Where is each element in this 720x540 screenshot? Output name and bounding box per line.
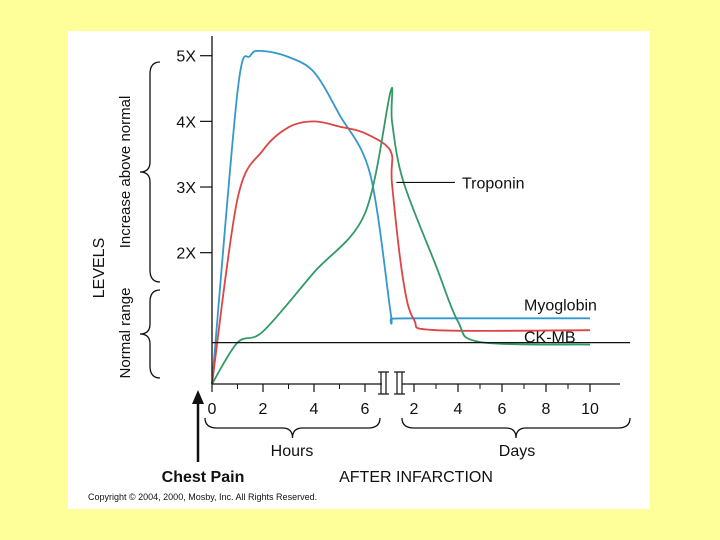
y-axis-title: LEVELS bbox=[91, 238, 108, 298]
x-axis-title: AFTER INFARCTION bbox=[339, 469, 493, 486]
x-tick-label: 8 bbox=[542, 401, 551, 418]
myoglobin-label: Myoglobin bbox=[524, 297, 597, 314]
y-tick-label: 4X bbox=[176, 114, 196, 131]
ck-mb-label: CK-MB bbox=[524, 330, 576, 347]
chest-pain-arrow-head bbox=[192, 390, 204, 404]
x-tick-label: 6 bbox=[361, 401, 370, 418]
copyright-notice: Copyright © 2004, 2000, Mosby, Inc. All … bbox=[88, 492, 317, 502]
plot-layer bbox=[211, 49, 591, 385]
x-tick-label: 10 bbox=[581, 401, 599, 418]
brace-hours bbox=[204, 417, 381, 439]
axis-layer: 5X 4X 3X 2X 0 2 4 6 2 4 6 8 10 Troponin Myoglobin CK-MB bbox=[139, 36, 631, 462]
brace-days bbox=[401, 417, 631, 439]
chest-pain-label: Chest Pain bbox=[162, 469, 245, 486]
series-line-ck-mb bbox=[211, 87, 591, 385]
x-tick-label: 4 bbox=[310, 401, 319, 418]
series-line-myoglobin bbox=[211, 49, 590, 385]
x-tick-label: 2 bbox=[410, 401, 419, 418]
y-tick-label: 5X bbox=[176, 49, 196, 66]
y-lower-label: Normal range bbox=[117, 288, 134, 379]
x-tick-label: 6 bbox=[498, 401, 507, 418]
troponin-label: Troponin bbox=[462, 175, 525, 192]
brace-increase-above-normal bbox=[139, 61, 161, 283]
y-tick-label: 2X bbox=[176, 246, 196, 263]
y-upper-label: Increase above normal bbox=[117, 96, 134, 249]
days-label: Days bbox=[499, 443, 535, 460]
y-tick-label: 3X bbox=[176, 180, 196, 197]
series-line-troponin bbox=[211, 120, 591, 385]
hours-label: Hours bbox=[271, 443, 314, 460]
x-tick-label: 0 bbox=[208, 401, 217, 418]
chart-panel bbox=[68, 31, 650, 509]
x-tick-label: 2 bbox=[259, 401, 268, 418]
brace-normal-range bbox=[139, 289, 161, 379]
x-tick-label: 4 bbox=[454, 401, 463, 418]
